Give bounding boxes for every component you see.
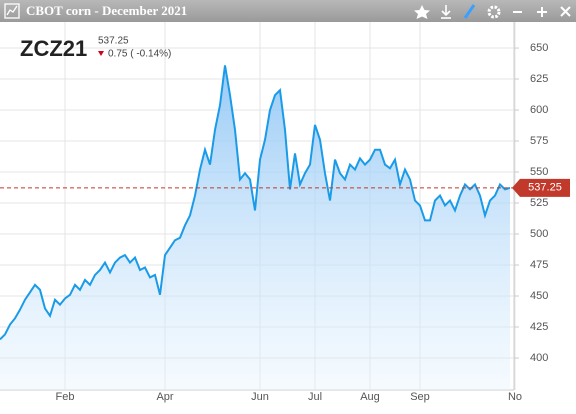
last-price-tag [512, 178, 570, 197]
y-tick-label: 600 [530, 104, 548, 116]
download-button[interactable] [441, 5, 451, 19]
x-tick-label: Aug [360, 391, 380, 403]
x-tick-label: No [508, 391, 522, 403]
star-button[interactable] [414, 5, 430, 19]
x-tick-label: Jun [251, 391, 269, 403]
chart-icon [4, 3, 20, 19]
y-tick-label: 625 [530, 73, 548, 85]
y-tick-label: 550 [530, 166, 548, 178]
x-tick-label: Feb [56, 391, 75, 403]
y-tick-label: 500 [530, 228, 548, 240]
area-fill [0, 65, 510, 390]
header-title: CBOT corn - December 2021 [26, 3, 187, 18]
down-arrow [98, 51, 104, 56]
y-tick-label: 475 [530, 259, 548, 271]
y-tick-label: 575 [530, 135, 548, 147]
settings-button[interactable] [487, 5, 501, 19]
y-tick-label: 425 [530, 321, 548, 333]
y-tick-label: 525 [530, 197, 548, 209]
last-price-tag-label: 537.25 [528, 182, 562, 194]
x-tick-label: Apr [156, 391, 173, 403]
close-button[interactable] [560, 6, 571, 17]
x-tick-label: Sep [410, 391, 430, 403]
price-change: 0.75 ( -0.14%) [108, 49, 171, 60]
y-tick-label: 400 [530, 352, 548, 364]
price-line [0, 65, 511, 341]
toolbar [414, 4, 571, 19]
y-tick-label: 650 [530, 42, 548, 54]
draw-button[interactable] [463, 4, 476, 19]
y-tick-label: 450 [530, 290, 548, 302]
maximize-button[interactable] [537, 7, 547, 17]
symbol: ZCZ21 [20, 36, 87, 61]
x-tick-label: Jul [308, 391, 322, 403]
last-price: 537.25 [98, 36, 129, 47]
header-bar [0, 0, 576, 22]
